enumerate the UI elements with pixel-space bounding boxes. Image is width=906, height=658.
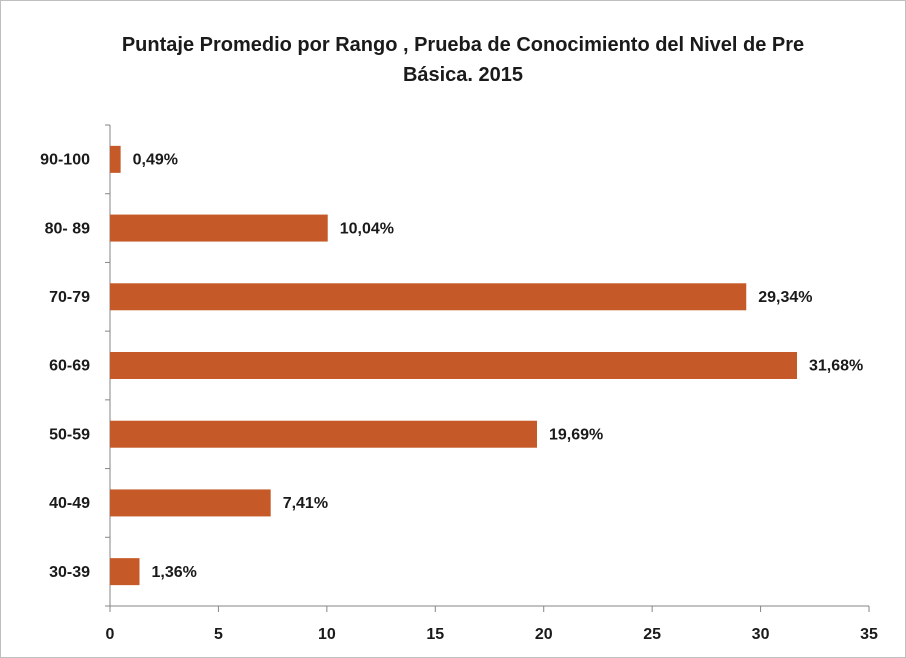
y-tick-label: 90-100 — [40, 152, 90, 169]
y-tick-label: 50-59 — [49, 426, 90, 443]
bar — [110, 145, 121, 173]
y-tick-label: 80- 89 — [45, 220, 90, 237]
bar — [110, 489, 271, 517]
value-label: 7,41% — [283, 495, 328, 512]
chart-title: Puntaje Promedio por Rango , Prueba de C… — [121, 34, 805, 86]
bar — [110, 420, 537, 448]
x-tick-label: 25 — [643, 626, 661, 643]
bar — [110, 283, 747, 311]
bar — [110, 352, 798, 379]
y-tick-label: 60-69 — [49, 358, 90, 375]
x-tick-label: 20 — [535, 626, 553, 643]
x-tick-label: 5 — [214, 626, 223, 643]
value-label: 10,04% — [340, 220, 394, 237]
value-label: 29,34% — [758, 289, 812, 306]
x-tick-label: 0 — [106, 626, 115, 643]
y-tick-label: 40-49 — [49, 495, 90, 512]
value-label: 1,36% — [151, 564, 196, 581]
bar — [110, 214, 328, 242]
value-label: 0,49% — [133, 152, 178, 169]
value-label: 31,68% — [809, 358, 863, 375]
y-tick-label: 30-39 — [49, 564, 90, 581]
x-tick-label: 35 — [860, 626, 878, 643]
x-tick-label: 15 — [426, 626, 444, 643]
x-tick-label: 10 — [318, 626, 336, 643]
y-tick-label: 70-79 — [49, 289, 90, 306]
value-label: 19,69% — [549, 426, 603, 443]
bar — [110, 558, 140, 586]
x-tick-label: 30 — [752, 626, 770, 643]
